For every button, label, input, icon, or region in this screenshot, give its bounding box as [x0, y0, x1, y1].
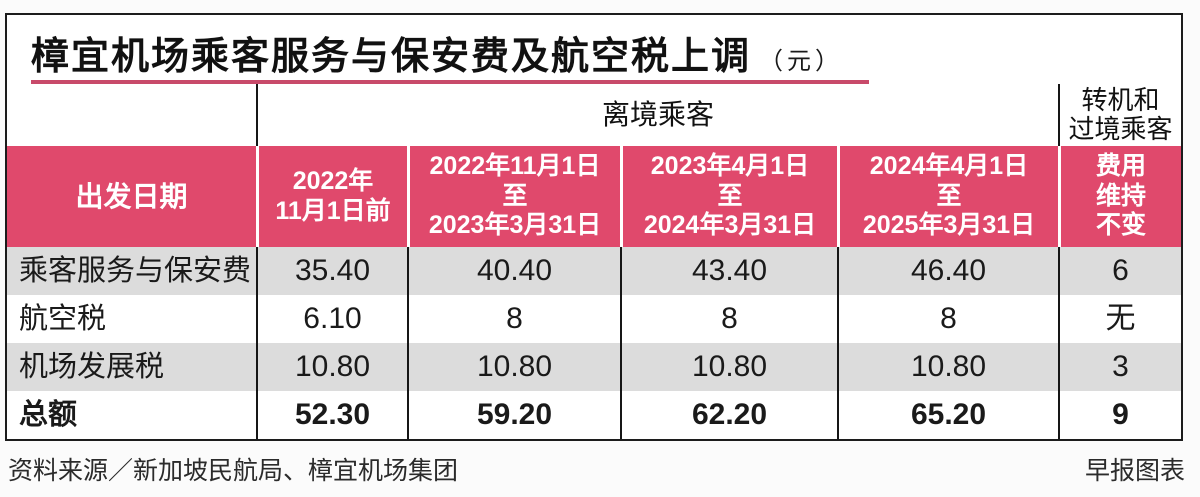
row-label-total: 总额	[19, 398, 78, 431]
table-cell: 35.40	[256, 247, 407, 295]
footer: 资料来源／新加坡民航局、樟宜机场集团 早报图表	[8, 451, 1185, 487]
corner-spacer	[7, 84, 256, 146]
title-block: 樟宜机场乘客服务与保安费及航空税上调 （元）	[7, 15, 1181, 78]
table-cell: 10.80	[837, 343, 1058, 391]
table-cell-total: 59.20	[407, 391, 620, 439]
table-cell: 10.80	[407, 343, 620, 391]
group-header-departing: 离境乘客	[256, 84, 1058, 146]
title-unit-label: （元）	[759, 48, 844, 75]
table-cell-total: 52.30	[256, 391, 407, 439]
row-label-airport-development-levy: 机场发展税	[7, 343, 256, 391]
column-header-period-3: 2023年4月1日 至 2024年3月31日	[620, 146, 837, 247]
table-cell: 6	[1058, 247, 1181, 295]
column-header-period-1: 2022年 11月1日前	[256, 146, 407, 247]
table-cell: 10.80	[620, 343, 837, 391]
table-cell: 无	[1058, 295, 1181, 343]
row-label-aviation-levy: 航空税	[19, 302, 107, 335]
table-cell: 40.40	[407, 247, 620, 295]
table-cell-total: 9	[1058, 391, 1181, 439]
table-cell: 46.40	[837, 247, 1058, 295]
credit-note: 早报图表	[1084, 457, 1185, 485]
table-cell: 10.80	[256, 343, 407, 391]
table-cell-total: 62.20	[620, 391, 837, 439]
column-header-departure-date: 出发日期	[7, 146, 256, 247]
table-cell-total: 65.20	[837, 391, 1058, 439]
column-header-transit-fee: 费用 维持 不变	[1058, 146, 1181, 247]
row-label-service-security-fee: 乘客服务与保安费	[7, 247, 256, 295]
title-underline	[31, 80, 869, 84]
column-header-period-2: 2022年11月1日 至 2023年3月31日	[407, 146, 620, 247]
table-cell: 8	[620, 295, 837, 343]
source-note: 资料来源／新加坡民航局、樟宜机场集团	[8, 457, 459, 485]
column-header-period-4: 2024年4月1日 至 2025年3月31日	[837, 146, 1058, 247]
table-cell: 8	[407, 295, 620, 343]
group-header-transit: 转机和 过境乘客	[1058, 84, 1181, 146]
table-cell: 3	[1058, 343, 1181, 391]
table-cell: 6.10	[256, 295, 407, 343]
page-title: 樟宜机场乘客服务与保安费及航空税上调	[31, 36, 752, 78]
table-cell: 43.40	[620, 247, 837, 295]
table-frame: 樟宜机场乘客服务与保安费及航空税上调 （元） 离境乘客 转机和 过境乘客 出发日期…	[5, 13, 1183, 441]
fees-table: 离境乘客 转机和 过境乘客 出发日期 2022年 11月1日前 2022年11月…	[7, 84, 1181, 439]
table-cell: 8	[837, 295, 1058, 343]
